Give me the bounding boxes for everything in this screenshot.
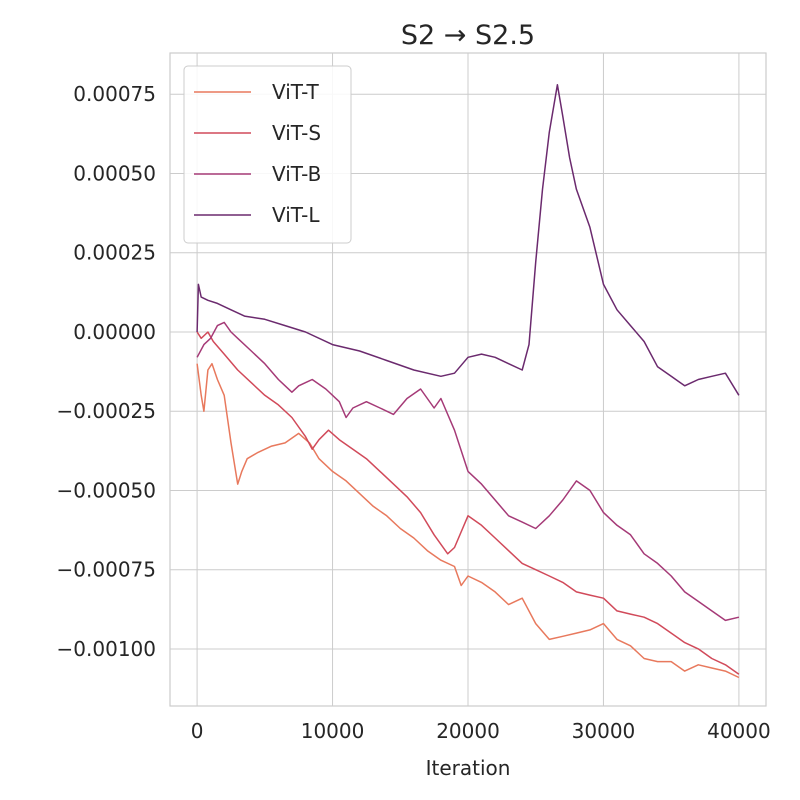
x-axis-ticks: 0 10000 20000 30000 40000 [191, 719, 771, 743]
legend-items: ViT-T ViT-S ViT-B ViT-L [194, 80, 321, 227]
y-tick-label: −0.00075 [57, 558, 156, 582]
x-tick-label: 30000 [572, 719, 636, 743]
y-tick-label: 0.00025 [73, 241, 156, 265]
legend-label-vit-t: ViT-T [272, 80, 320, 104]
series-layer [196, 83, 740, 679]
x-tick-label: 0 [191, 719, 204, 743]
plot-area-frame [169, 52, 767, 707]
x-tick-label: 10000 [301, 719, 365, 743]
y-tick-label: 0.00000 [73, 320, 156, 344]
chart-title: S2 → S2.5 [401, 20, 535, 51]
y-tick-label: 0.00050 [73, 161, 156, 185]
x-tick-label: 20000 [436, 719, 500, 743]
series-line-vit-t [196, 362, 740, 679]
y-tick-label: −0.00050 [57, 478, 156, 502]
series-line-vit-b [196, 321, 740, 622]
legend-label-vit-l: ViT-L [272, 203, 320, 227]
x-tick-label: 40000 [707, 719, 771, 743]
series-line-vit-l [196, 83, 740, 396]
legend-label-vit-s: ViT-S [272, 121, 321, 145]
x-axis-label: Iteration [426, 756, 511, 780]
legend: ViT-T ViT-S ViT-B ViT-L [183, 65, 352, 244]
series-line-vit-s [196, 331, 740, 675]
y-tick-label: 0.00075 [73, 82, 156, 106]
legend-label-vit-b: ViT-B [272, 162, 321, 186]
y-tick-label: −0.00100 [57, 637, 156, 661]
y-tick-label: −0.00025 [57, 399, 156, 423]
y-axis-ticks: 0.00075 0.00050 0.00025 0.00000 −0.00025 −0.0… [57, 82, 156, 661]
legend-frame [183, 65, 352, 244]
